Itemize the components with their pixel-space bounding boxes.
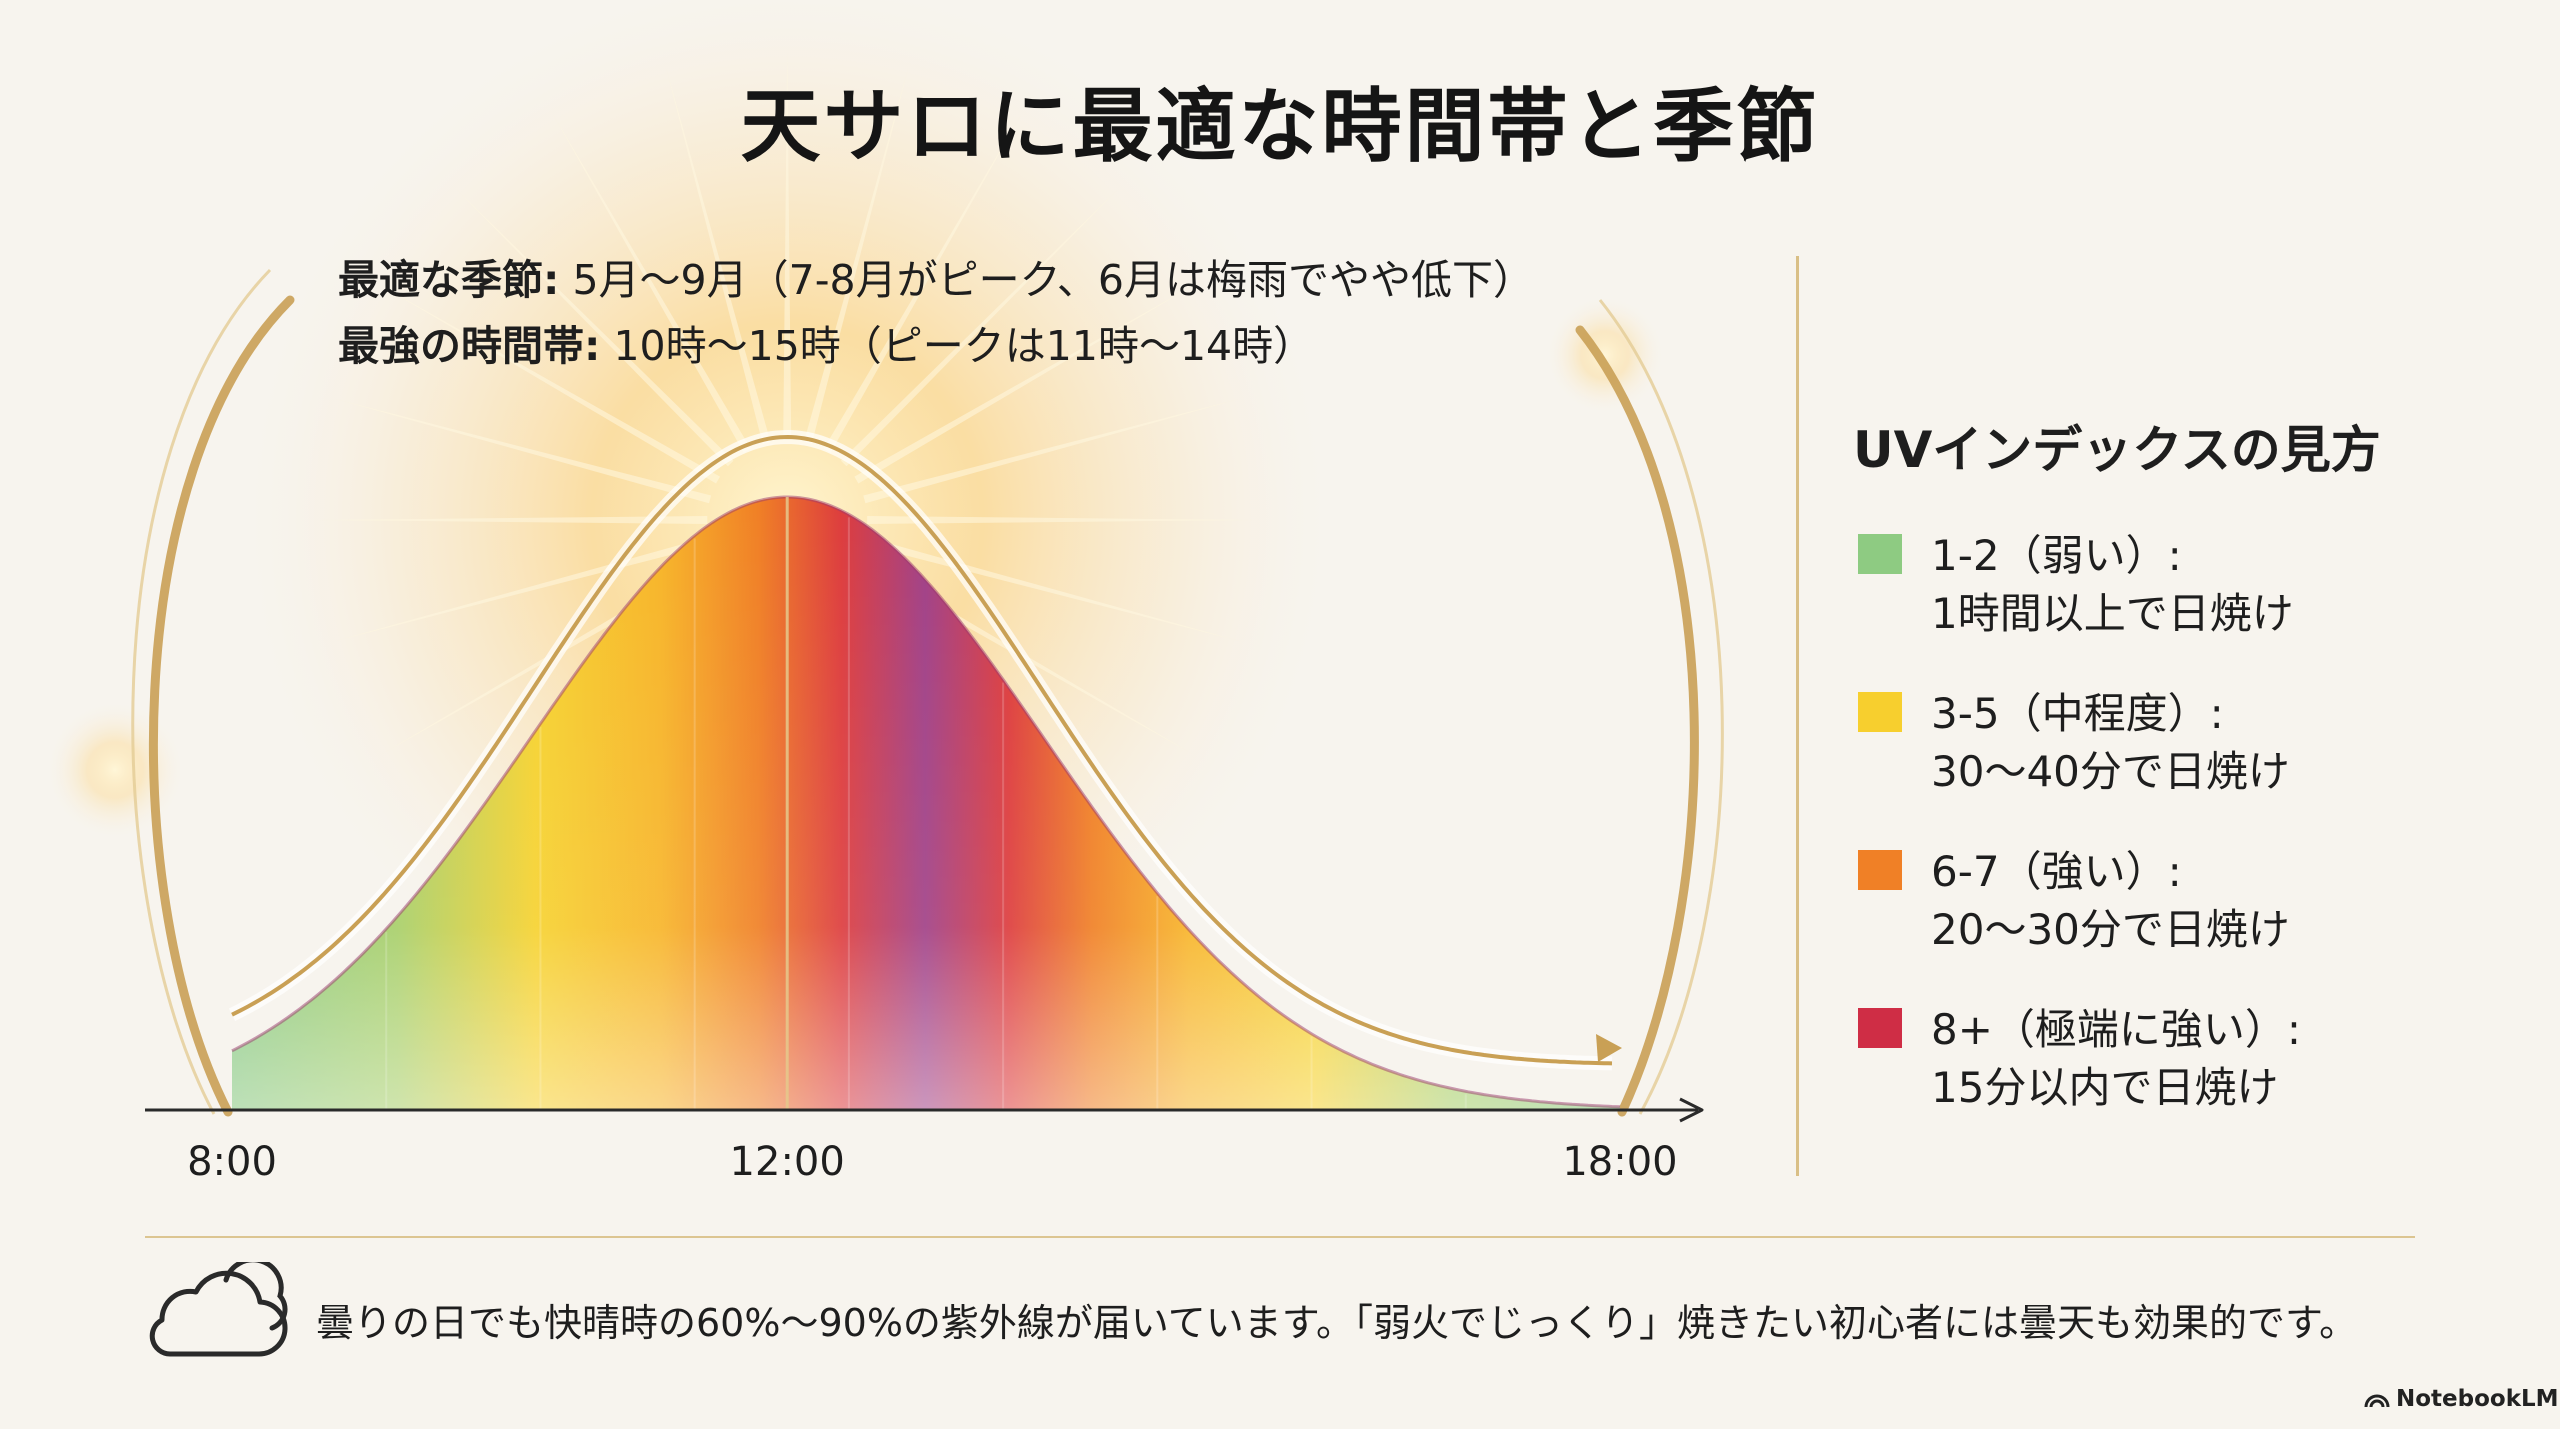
- horizontal-divider: [145, 1236, 2415, 1238]
- gold-arc-left: [148, 295, 295, 1117]
- cloud-icon: [140, 1257, 290, 1366]
- sun-ray: [804, 66, 909, 444]
- x-axis-arrow: [1679, 1097, 1704, 1123]
- legend-swatch-moderate: [1858, 692, 1902, 732]
- legend-swatch-strong: [1858, 850, 1902, 890]
- legend-title: UVインデックスの見方: [1853, 421, 2381, 479]
- notebooklm-logo-icon: [2364, 1389, 2390, 1415]
- legend-swatch-extreme: [1858, 1008, 1902, 1048]
- sun-ray: [552, 113, 751, 453]
- x-tick-label: 8:00: [187, 1139, 277, 1185]
- legend-label-extreme: 8+（極端に強い）:: [1931, 1005, 2302, 1054]
- legend-desc-extreme: 15分以内で日焼け: [1931, 1063, 2279, 1112]
- legend-label-moderate: 3-5（中程度）:: [1931, 689, 2224, 738]
- x-tick-label: 12:00: [730, 1139, 845, 1185]
- hours-info: 最強の時間帯: 10時〜15時（ピークは11時〜14時）: [338, 312, 1314, 372]
- gold-arc-left-thin: [131, 268, 272, 1115]
- legend-desc-moderate: 30〜40分で日焼け: [1931, 747, 2290, 796]
- brand-name: NotebookLM: [2396, 1386, 2559, 1412]
- legend-swatch-weak: [1858, 534, 1902, 574]
- sun-ray: [823, 113, 1023, 453]
- legend-label-weak: 1-2（弱い）:: [1931, 531, 2182, 580]
- hours-label: 最強の時間帯:: [338, 322, 601, 370]
- uv-overlay: [228, 429, 1622, 1110]
- x-tick-label: 18:00: [1562, 1139, 1677, 1185]
- sun-ray: [863, 398, 1242, 504]
- season-label: 最適な季節:: [338, 256, 560, 304]
- sparkle: [1545, 295, 1665, 415]
- sun-ray: [867, 516, 1258, 524]
- sun-path-arc: [231, 434, 1613, 1066]
- hours-value: 10時〜15時（ピークは11時〜14時）: [600, 322, 1315, 370]
- uv-area-fade: [232, 497, 1620, 1110]
- gold-arc-right-thin: [1598, 299, 1724, 1115]
- sparkle: [45, 700, 185, 840]
- uv-curve-outline: [231, 495, 1621, 1109]
- legend-label-strong: 6-7（強い）:: [1931, 847, 2182, 896]
- vertical-divider: [1796, 256, 1799, 1176]
- season-value: 5月〜9月（7-8月がピーク、6月は梅雨でやや低下）: [559, 256, 1534, 304]
- sun-ray: [840, 187, 1120, 467]
- sun-ray: [783, 50, 792, 441]
- sun-ray: [380, 285, 720, 484]
- footer-note: 曇りの日でも快晴時の60%〜90%の紫外線が届いています。「弱火でじっくり」焼き…: [316, 1301, 2358, 1345]
- brand-badge: NotebookLM: [2364, 1386, 2559, 1415]
- time-axis: 8:00 12:00 18:00: [145, 1097, 1704, 1185]
- sun-ray: [333, 398, 712, 504]
- sun-ray: [454, 187, 734, 467]
- uv-area: [232, 497, 1620, 1110]
- legend-desc-strong: 20〜30分で日焼け: [1931, 905, 2290, 954]
- sun-ray: [854, 285, 1195, 484]
- gold-arc-right: [1575, 325, 1699, 1117]
- sun-path-arrowhead: [1596, 1034, 1622, 1062]
- sun-ray: [665, 66, 771, 444]
- sun-ray: [317, 516, 708, 524]
- legend-desc-weak: 1時間以上で日焼け: [1931, 589, 2294, 638]
- season-info: 最適な季節: 5月〜9月（7-8月がピーク、6月は梅雨でやや低下）: [338, 246, 1534, 306]
- page-title: 天サロに最適な時間帯と季節: [740, 79, 1820, 173]
